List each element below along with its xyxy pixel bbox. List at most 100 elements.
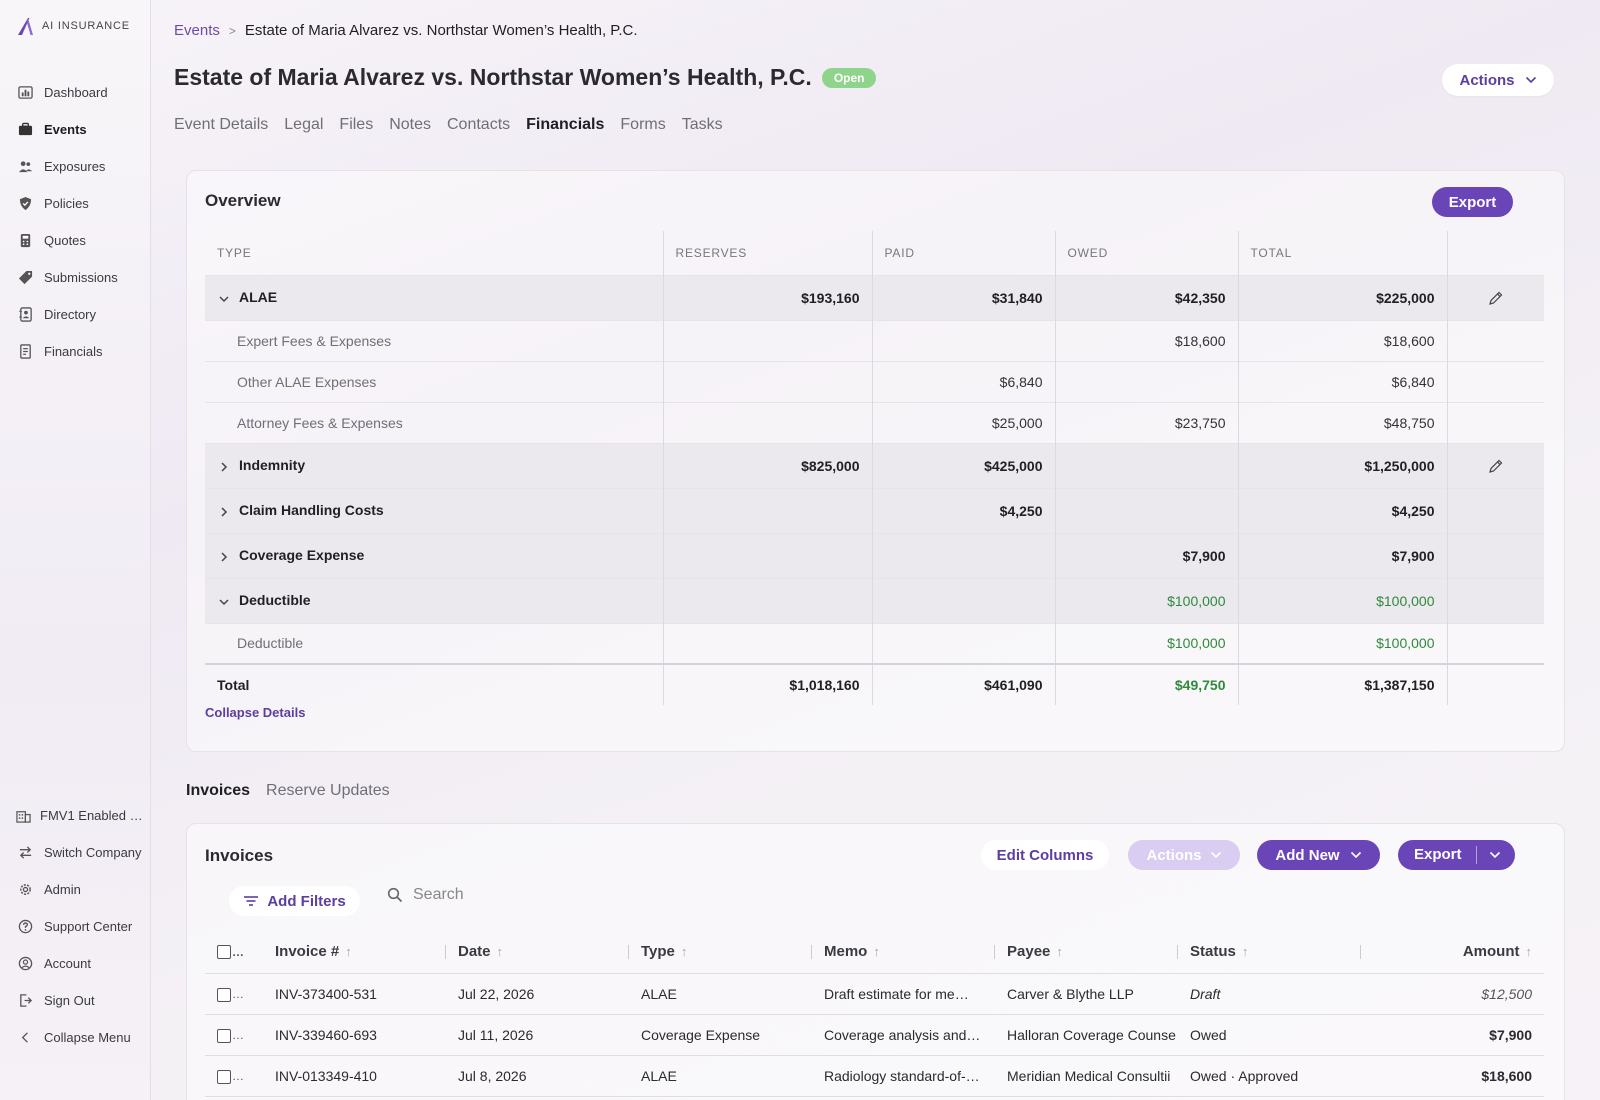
- tab-financials[interactable]: Financials: [526, 116, 605, 133]
- sidebar-item-support-center[interactable]: Support Center: [0, 908, 150, 945]
- sidebar-item-submissions[interactable]: Submissions: [0, 259, 150, 296]
- tab-files[interactable]: Files: [339, 116, 374, 133]
- owed-cell: [1055, 360, 1239, 402]
- row-checkbox[interactable]: [217, 987, 231, 1002]
- sidebar-item-dashboard[interactable]: Dashboard: [0, 74, 150, 111]
- pencil-icon[interactable]: [1488, 290, 1504, 306]
- tab-legal[interactable]: Legal: [284, 116, 324, 133]
- edit-cell: [1447, 577, 1544, 623]
- tab-event-details[interactable]: Event Details: [174, 116, 269, 133]
- help-icon: [18, 919, 33, 934]
- owed-cell: $49,750: [1055, 663, 1239, 705]
- memo-cell: Draft estimate for me…: [812, 973, 995, 1015]
- chevron-right-icon[interactable]: [217, 460, 231, 474]
- chevron-right-icon[interactable]: [217, 505, 231, 519]
- row-checkbox[interactable]: [217, 1028, 231, 1043]
- select-all-header: …: [205, 931, 263, 974]
- add-filters-button[interactable]: Add Filters: [229, 886, 360, 916]
- select-all-checkbox[interactable]: [217, 945, 231, 960]
- more-icon[interactable]: …: [232, 1028, 244, 1043]
- payee-link[interactable]: Halloran Coverage Counse: [995, 1014, 1178, 1056]
- sidebar-item-financials[interactable]: Financials: [0, 333, 150, 370]
- breadcrumb: Events > Estate of Maria Alvarez vs. Nor…: [174, 22, 638, 39]
- sidebar-item-switch-company[interactable]: Switch Company: [0, 834, 150, 871]
- chevron-down-icon[interactable]: [1489, 851, 1501, 859]
- overview-group-row[interactable]: Indemnity $825,000 $425,000 $1,250,000: [205, 442, 1544, 488]
- breadcrumb-separator: >: [228, 23, 236, 38]
- sort-arrow-icon: ↑: [1056, 944, 1063, 960]
- edit-columns-button[interactable]: Edit Columns: [981, 840, 1109, 870]
- actions-button[interactable]: Actions: [1442, 64, 1554, 96]
- sidebar-item-exposures[interactable]: Exposures: [0, 148, 150, 185]
- sidebar-item-events[interactable]: Events: [0, 111, 150, 148]
- table-row[interactable]: … INV-339460-693 Jul 11, 2026 Coverage E…: [205, 1014, 1544, 1056]
- group-label: ALAE: [239, 289, 278, 306]
- payee-link[interactable]: Carver & Blythe LLP: [995, 973, 1178, 1015]
- sidebar-item-policies[interactable]: Policies: [0, 185, 150, 222]
- sidebar-item-directory[interactable]: Directory: [0, 296, 150, 333]
- tab-bar: Event Details Legal Files Notes Contacts…: [174, 116, 723, 134]
- row-checkbox[interactable]: [217, 1069, 231, 1084]
- paid-cell: $6,840: [872, 360, 1056, 402]
- col-header-status[interactable]: Status ↑: [1178, 931, 1361, 974]
- total-cell: $1,250,000: [1238, 442, 1448, 488]
- col-header-amount[interactable]: Amount ↑: [1361, 931, 1544, 974]
- type-cell: ALAE: [629, 973, 812, 1015]
- paid-cell: $25,000: [872, 401, 1056, 443]
- overview-group-row[interactable]: Claim Handling Costs $4,250 $4,250: [205, 487, 1544, 533]
- tab-contacts[interactable]: Contacts: [447, 116, 511, 133]
- total-cell: $100,000: [1238, 622, 1448, 664]
- pencil-icon[interactable]: [1488, 458, 1504, 474]
- search-input[interactable]: [413, 886, 613, 904]
- col-header-total: TOTAL: [1238, 231, 1448, 275]
- tab-notes[interactable]: Notes: [389, 116, 431, 133]
- chevron-down-icon[interactable]: [217, 595, 231, 609]
- overview-export-button[interactable]: Export: [1432, 187, 1513, 217]
- receipt-icon: [20, 344, 31, 359]
- owed-cell: [1055, 487, 1239, 533]
- col-header-invoice[interactable]: Invoice # ↑: [263, 931, 446, 974]
- collapse-details-link[interactable]: Collapse Details: [205, 705, 306, 720]
- contacts-icon: [19, 307, 32, 322]
- col-header-memo[interactable]: Memo ↑: [812, 931, 995, 974]
- logo[interactable]: AI INSURANCE: [16, 16, 130, 36]
- sort-arrow-icon: ↑: [680, 944, 688, 960]
- add-new-button[interactable]: Add New: [1257, 840, 1380, 870]
- payee-link[interactable]: Meridian Medical Consultii: [995, 1055, 1178, 1097]
- more-icon[interactable]: …: [232, 987, 244, 1002]
- sidebar-item-company[interactable]: FMV1 Enabled …: [0, 797, 150, 834]
- table-row[interactable]: … INV-373400-531 Jul 22, 2026 ALAE Draft…: [205, 973, 1544, 1015]
- overview-table: TYPE RESERVES PAID OWED TOTAL ALAE $193,…: [205, 231, 1544, 705]
- overview-group-row[interactable]: Coverage Expense $7,900 $7,900: [205, 532, 1544, 578]
- col-header-payee[interactable]: Payee ↑: [995, 931, 1178, 974]
- overview-sub-row: Expert Fees & Expenses $18,600 $18,600: [205, 319, 1544, 361]
- tab-reserve-updates[interactable]: Reserve Updates: [266, 782, 390, 799]
- sidebar-item-collapse-menu[interactable]: Collapse Menu: [0, 1019, 150, 1056]
- sidebar-item-sign-out[interactable]: Sign Out: [0, 982, 150, 1019]
- paid-cell: [872, 532, 1056, 578]
- sidebar-item-admin[interactable]: Admin: [0, 871, 150, 908]
- col-header-type[interactable]: Type ↑: [629, 931, 812, 974]
- invoices-actions-button[interactable]: Actions: [1128, 840, 1240, 870]
- chevron-down-icon[interactable]: [217, 292, 231, 306]
- table-row[interactable]: … INV-013349-410 Jul 8, 2026 ALAE Radiol…: [205, 1055, 1544, 1097]
- breadcrumb-events-link[interactable]: Events: [174, 22, 220, 39]
- tab-forms[interactable]: Forms: [620, 116, 666, 133]
- search-box: [387, 886, 613, 904]
- more-icon[interactable]: …: [232, 1069, 244, 1084]
- invoices-header-row: … Invoice # ↑ Date ↑ Type ↑ Memo ↑ Payee ↑ St…: [205, 931, 1544, 974]
- col-header-owed: OWED: [1055, 231, 1239, 275]
- overview-group-row[interactable]: Deductible $100,000 $100,000: [205, 577, 1544, 623]
- chevron-right-icon[interactable]: [217, 550, 231, 564]
- sidebar-item-account[interactable]: Account: [0, 945, 150, 982]
- tab-tasks[interactable]: Tasks: [681, 116, 723, 133]
- overview-group-row[interactable]: ALAE $193,160 $31,840 $42,350 $225,000: [205, 274, 1544, 320]
- sidebar-item-quotes[interactable]: Quotes: [0, 222, 150, 259]
- type-cell: ALAE: [629, 1055, 812, 1097]
- reserves-cell: $193,160: [663, 274, 873, 320]
- invoices-export-button[interactable]: Export: [1398, 840, 1515, 870]
- col-header-date[interactable]: Date ↑: [446, 931, 629, 974]
- tab-invoices[interactable]: Invoices: [186, 782, 251, 799]
- col-header-edit: [1447, 231, 1544, 275]
- group-label: Indemnity: [239, 457, 306, 474]
